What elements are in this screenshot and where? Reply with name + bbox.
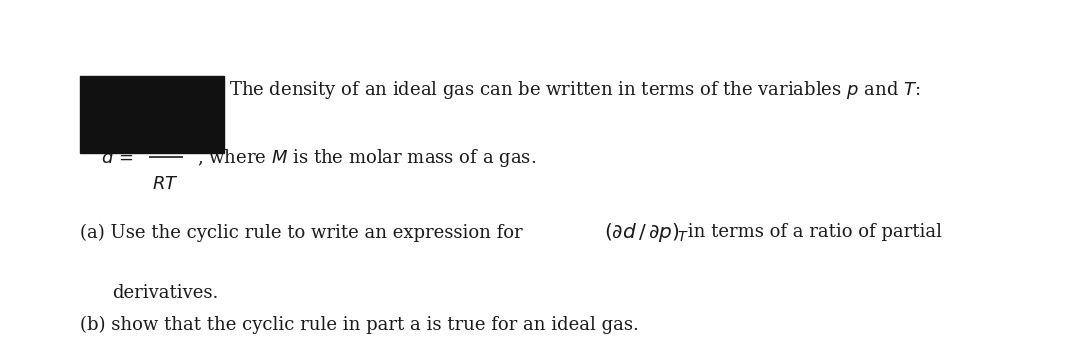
Text: , where $M$ is the molar mass of a gas.: , where $M$ is the molar mass of a gas. [197, 147, 536, 169]
Text: (a) Use the cyclic rule to write an expression for: (a) Use the cyclic rule to write an expr… [80, 223, 529, 242]
Text: in terms of a ratio of partial: in terms of a ratio of partial [682, 223, 942, 242]
Text: $\left(\partial d\,/\,\partial p\right)_{\!T}$: $\left(\partial d\,/\,\partial p\right)_… [604, 221, 690, 244]
Text: $d\,=$: $d\,=$ [101, 149, 134, 167]
Text: The density of an ideal gas can be written in terms of the variables $p$ and $T$: The density of an ideal gas can be writt… [229, 79, 921, 101]
Text: $Mp$: $Mp$ [151, 119, 179, 141]
Text: (b) show that the cyclic rule in part a is true for an ideal gas.: (b) show that the cyclic rule in part a … [80, 315, 639, 333]
FancyBboxPatch shape [80, 76, 224, 153]
Text: $RT$: $RT$ [151, 175, 179, 193]
Text: derivatives.: derivatives. [112, 284, 219, 302]
